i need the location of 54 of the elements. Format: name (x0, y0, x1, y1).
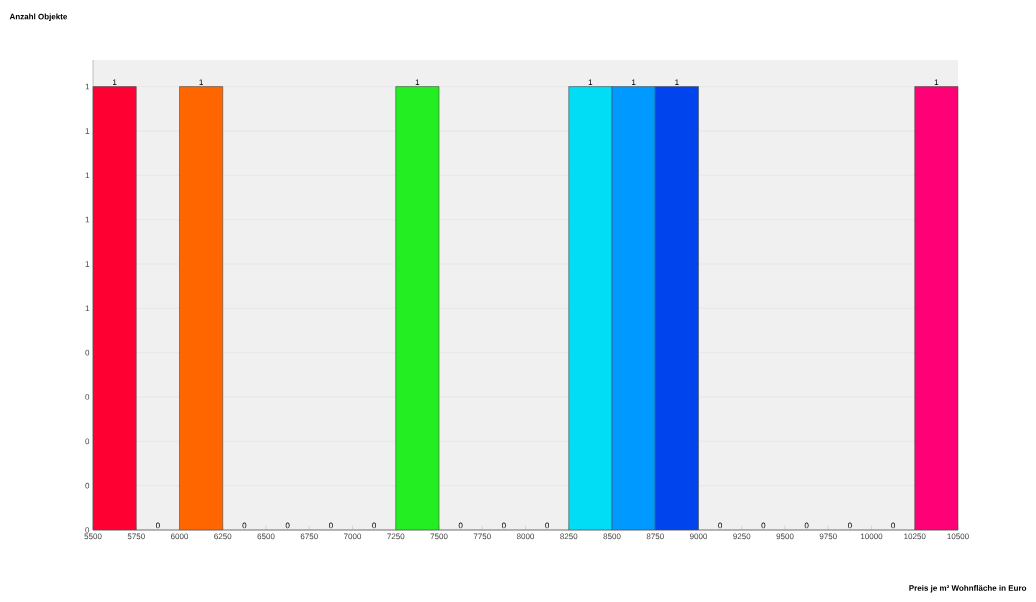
y-tick-label: 0 (85, 438, 90, 445)
y-tick-label: 1 (85, 305, 90, 312)
data-label: 0 (155, 522, 160, 529)
x-tick-label: 6500 (257, 533, 275, 540)
x-tick-label: 5500 (84, 533, 102, 540)
data-label: 0 (501, 522, 506, 529)
y-tick-label: 0 (85, 527, 90, 533)
x-tick-label: 8000 (516, 533, 535, 540)
text: Anzahl Objekte (9, 13, 68, 21)
x-tick-label: 9250 (733, 533, 751, 540)
data-label: 1 (675, 79, 679, 85)
data-label: 0 (242, 522, 247, 529)
data-label: 0 (804, 522, 809, 529)
x-tick-label: 10500 (947, 533, 969, 540)
x-tick-label: 7000 (344, 533, 362, 540)
x-tick-label: 7750 (473, 533, 491, 540)
y-tick-label: 1 (85, 261, 90, 267)
y-tick-label: 0 (85, 482, 90, 489)
x-tick-label: 8750 (646, 533, 664, 540)
data-label: 1 (632, 79, 636, 85)
y-tick-label: 1 (85, 216, 90, 223)
x-tick-label: 10000 (860, 533, 883, 540)
x-tick-label: 6000 (171, 533, 189, 540)
y-tick-label: 1 (85, 128, 90, 134)
data-label: 0 (718, 522, 723, 529)
data-label: 0 (328, 522, 333, 529)
y-tick-label: 0 (85, 349, 90, 356)
y-tick-label: 1 (85, 83, 90, 90)
data-label: 0 (545, 522, 550, 529)
data-label: 1 (934, 79, 939, 85)
data-label: 0 (285, 522, 290, 529)
x-tick-label: 7250 (387, 533, 405, 540)
data-label: 0 (847, 522, 852, 529)
data-label: 1 (113, 79, 117, 85)
data-label: 1 (588, 79, 593, 85)
y-tick-label: 1 (85, 172, 90, 179)
x-tick-label: 10250 (904, 533, 926, 540)
x-tick-label: 9000 (689, 533, 708, 540)
x-tick-label: 5750 (127, 533, 145, 540)
data-label: 1 (199, 79, 203, 85)
data-label: 0 (761, 522, 766, 529)
data-label: 0 (458, 522, 463, 529)
x-tick-label: 8500 (603, 533, 621, 540)
x-tick-label: 9500 (776, 533, 794, 540)
x-tick-label: 7500 (430, 533, 448, 540)
data-label: 0 (891, 522, 896, 529)
x-tick-label: 8250 (560, 533, 578, 540)
data-label: 0 (372, 522, 377, 529)
x-tick-label: 6250 (214, 533, 232, 540)
text: Preis je m² Wohnfläche in Euro (909, 584, 1027, 593)
x-tick-label: 9750 (819, 533, 837, 540)
x-tick-label: 6750 (300, 533, 318, 540)
data-label: 1 (415, 79, 420, 85)
y-tick-label: 0 (85, 394, 90, 400)
